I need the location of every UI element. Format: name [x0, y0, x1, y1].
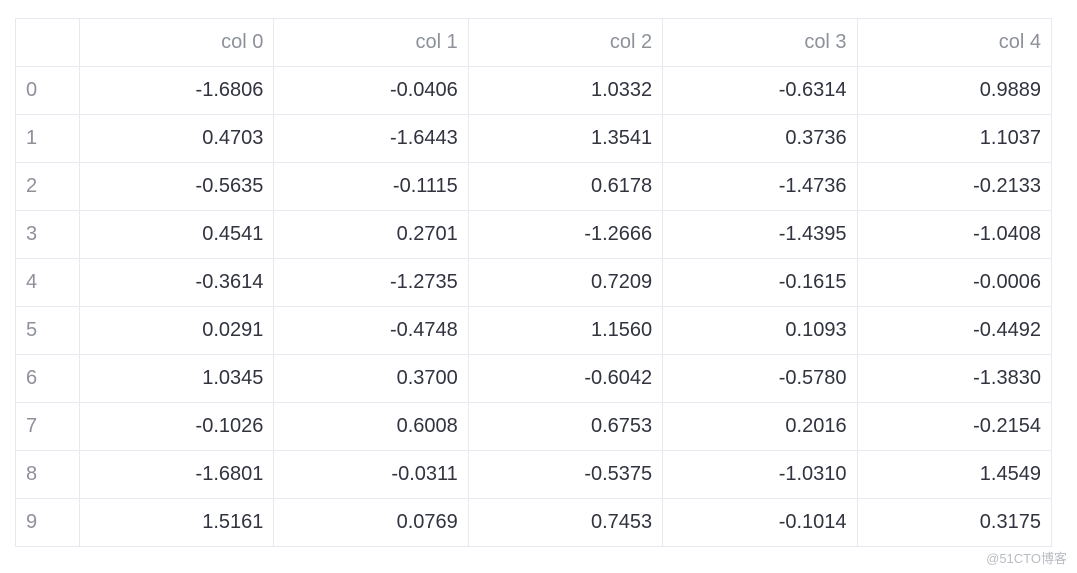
- table-cell[interactable]: -0.1115: [273, 162, 469, 211]
- table-cell[interactable]: -0.5375: [467, 450, 664, 499]
- row-index: 0: [15, 66, 80, 115]
- table-cell[interactable]: 1.4549: [856, 450, 1052, 499]
- table-cell[interactable]: -1.3830: [856, 354, 1052, 403]
- column-header[interactable]: col 0: [78, 18, 275, 67]
- table-cell[interactable]: -0.0311: [273, 450, 469, 499]
- table-cell[interactable]: 0.3736: [662, 114, 858, 163]
- table-cell[interactable]: -1.2666: [467, 210, 664, 259]
- table-cell[interactable]: 1.1560: [467, 306, 664, 355]
- table-cell[interactable]: 0.9889: [856, 66, 1052, 115]
- table-row: 4 -0.3614 -1.2735 0.7209 -0.1615 -0.0006: [15, 258, 1052, 307]
- table-cell[interactable]: 1.1037: [856, 114, 1052, 163]
- table-cell[interactable]: -0.4492: [856, 306, 1052, 355]
- table-row: 6 1.0345 0.3700 -0.6042 -0.5780 -1.3830: [15, 354, 1052, 403]
- table-cell[interactable]: -0.2154: [856, 402, 1052, 451]
- table-cell[interactable]: 0.7453: [467, 498, 664, 547]
- row-index: 3: [15, 210, 80, 259]
- table-cell[interactable]: -0.2133: [856, 162, 1052, 211]
- table-cell[interactable]: -1.4736: [662, 162, 858, 211]
- row-index: 7: [15, 402, 80, 451]
- table-row: 9 1.5161 0.0769 0.7453 -0.1014 0.3175: [15, 498, 1052, 547]
- row-index: 8: [15, 450, 80, 499]
- table-cell[interactable]: -0.5635: [78, 162, 275, 211]
- column-header[interactable]: col 1: [273, 18, 469, 67]
- table-row: 8 -1.6801 -0.0311 -0.5375 -1.0310 1.4549: [15, 450, 1052, 499]
- row-index: 1: [15, 114, 80, 163]
- column-header[interactable]: col 2: [467, 18, 664, 67]
- table-cell[interactable]: -0.1026: [78, 402, 275, 451]
- column-header[interactable]: col 4: [856, 18, 1052, 67]
- table-row: 5 0.0291 -0.4748 1.1560 0.1093 -0.4492: [15, 306, 1052, 355]
- table-cell[interactable]: -0.6314: [662, 66, 858, 115]
- table-cell[interactable]: 0.6008: [273, 402, 469, 451]
- table-cell[interactable]: 0.2016: [662, 402, 858, 451]
- table-cell[interactable]: 0.4541: [78, 210, 275, 259]
- table-cell[interactable]: -1.6806: [78, 66, 275, 115]
- row-index: 5: [15, 306, 80, 355]
- table-cell[interactable]: 0.0769: [273, 498, 469, 547]
- table-cell[interactable]: -1.6801: [78, 450, 275, 499]
- table-cell[interactable]: -0.0406: [273, 66, 469, 115]
- table-cell[interactable]: -1.4395: [662, 210, 858, 259]
- table-cell[interactable]: 0.4703: [78, 114, 275, 163]
- table-cell[interactable]: 0.3175: [856, 498, 1052, 547]
- table-cell[interactable]: 0.1093: [662, 306, 858, 355]
- table-cell[interactable]: 0.2701: [273, 210, 469, 259]
- table-cell[interactable]: -0.1615: [662, 258, 858, 307]
- table-cell[interactable]: -1.6443: [273, 114, 469, 163]
- row-index: 6: [15, 354, 80, 403]
- table-cell[interactable]: 0.7209: [467, 258, 664, 307]
- dataframe-table-container: col 0 col 1 col 2 col 3 col 4 0 -1.6806 …: [15, 18, 1052, 547]
- table-cell[interactable]: 1.0332: [467, 66, 664, 115]
- table-row: 7 -0.1026 0.6008 0.6753 0.2016 -0.2154: [15, 402, 1052, 451]
- table-row: 2 -0.5635 -0.1115 0.6178 -1.4736 -0.2133: [15, 162, 1052, 211]
- table-cell[interactable]: -0.1014: [662, 498, 858, 547]
- table-cell[interactable]: -0.6042: [467, 354, 664, 403]
- index-header-cell: [15, 18, 80, 67]
- table-cell[interactable]: -0.3614: [78, 258, 275, 307]
- header-row: col 0 col 1 col 2 col 3 col 4: [15, 18, 1052, 67]
- table-cell[interactable]: 1.3541: [467, 114, 664, 163]
- table-row: 3 0.4541 0.2701 -1.2666 -1.4395 -1.0408: [15, 210, 1052, 259]
- dataframe-table: col 0 col 1 col 2 col 3 col 4 0 -1.6806 …: [15, 18, 1052, 547]
- table-cell[interactable]: 0.6178: [467, 162, 664, 211]
- table-cell[interactable]: -0.5780: [662, 354, 858, 403]
- row-index: 4: [15, 258, 80, 307]
- row-index: 9: [15, 498, 80, 547]
- table-cell[interactable]: -1.0310: [662, 450, 858, 499]
- table-cell[interactable]: -1.0408: [856, 210, 1052, 259]
- table-cell[interactable]: 1.5161: [78, 498, 275, 547]
- table-cell[interactable]: 1.0345: [78, 354, 275, 403]
- row-index: 2: [15, 162, 80, 211]
- watermark: @51CTO博客: [986, 551, 1067, 566]
- table-cell[interactable]: 0.3700: [273, 354, 469, 403]
- column-header[interactable]: col 3: [662, 18, 858, 67]
- table-cell[interactable]: 0.6753: [467, 402, 664, 451]
- table-row: 0 -1.6806 -0.0406 1.0332 -0.6314 0.9889: [15, 66, 1052, 115]
- table-cell[interactable]: 0.0291: [78, 306, 275, 355]
- table-cell[interactable]: -0.4748: [273, 306, 469, 355]
- table-row: 1 0.4703 -1.6443 1.3541 0.3736 1.1037: [15, 114, 1052, 163]
- table-cell[interactable]: -0.0006: [856, 258, 1052, 307]
- table-cell[interactable]: -1.2735: [273, 258, 469, 307]
